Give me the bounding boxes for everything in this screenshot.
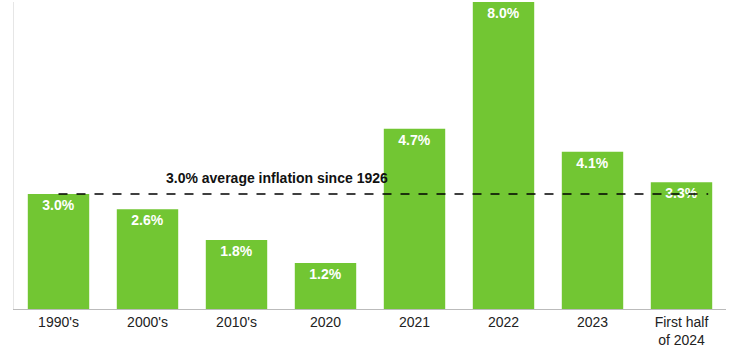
svg-text:2000's: 2000's	[127, 314, 168, 330]
svg-text:1990's: 1990's	[38, 314, 79, 330]
svg-text:3.0%: 3.0%	[42, 197, 74, 213]
svg-text:4.1%: 4.1%	[576, 155, 608, 171]
svg-text:2021: 2021	[399, 314, 430, 330]
svg-text:8.0%: 8.0%	[487, 5, 519, 21]
svg-text:2020: 2020	[310, 314, 341, 330]
svg-text:4.7%: 4.7%	[398, 132, 430, 148]
svg-text:2022: 2022	[488, 314, 519, 330]
svg-text:2010's: 2010's	[216, 314, 257, 330]
svg-text:1.2%: 1.2%	[309, 266, 341, 282]
svg-text:2.6%: 2.6%	[131, 212, 163, 228]
svg-text:3.3%: 3.3%	[665, 185, 697, 201]
svg-text:3.0% average inflation since 1: 3.0% average inflation since 1926	[166, 170, 388, 186]
svg-text:2023: 2023	[577, 314, 608, 330]
svg-text:First halfof 2024: First halfof 2024	[655, 314, 709, 348]
svg-text:1.8%: 1.8%	[220, 243, 252, 259]
